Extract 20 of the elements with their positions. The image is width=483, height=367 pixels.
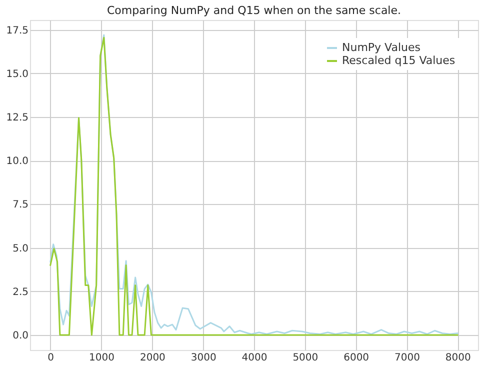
y-tick-label: 10.0 [6, 156, 28, 168]
y-tick-label: 17.5 [6, 25, 28, 36]
y-tick-label: 7.5 [12, 200, 28, 211]
x-tick-label: 0 [48, 352, 54, 364]
x-tick-label: 1000 [89, 352, 114, 364]
x-tick-label: 6000 [344, 352, 370, 364]
legend-label: NumPy Values [342, 41, 421, 54]
chart-title: Comparing NumPy and Q15 when on the same scale. [106, 4, 402, 17]
y-tick-label: 0.0 [12, 330, 28, 342]
y-tick-label: 15.0 [6, 68, 28, 80]
x-tick-label: 2000 [140, 352, 166, 364]
x-tick-label: 8000 [445, 352, 471, 364]
x-tick-label: 7000 [394, 352, 420, 364]
y-tick-label: 5.0 [12, 243, 28, 254]
x-tick-label: 4000 [242, 352, 268, 364]
y-tick-label: 2.5 [12, 286, 28, 298]
x-tick-label: 5000 [292, 352, 318, 364]
x-tick-label: 3000 [190, 352, 216, 364]
legend-label: Rescaled q15 Values [342, 54, 456, 67]
y-tick-label: 12.5 [6, 112, 28, 124]
